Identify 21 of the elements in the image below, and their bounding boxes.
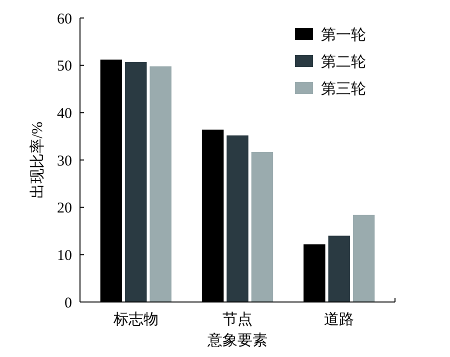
bar <box>251 152 274 302</box>
y-axis-title: 出现比率/% <box>29 122 46 198</box>
y-tick-label: 60 <box>57 11 72 28</box>
bar <box>150 66 172 302</box>
legend-label: 第二轮 <box>321 53 366 70</box>
y-tick-label: 30 <box>57 153 72 170</box>
x-tick-label: 道路 <box>324 311 354 328</box>
y-tick-label: 10 <box>57 248 72 264</box>
bar <box>352 214 375 302</box>
bar <box>328 236 350 302</box>
y-tick-label: 50 <box>57 58 72 75</box>
x-tick-label: 标志物 <box>112 311 158 328</box>
bar <box>226 135 248 302</box>
bar <box>125 62 147 302</box>
x-axis-title: 意象要素 <box>206 332 268 349</box>
legend-label: 第三轮 <box>321 80 366 98</box>
y-tick-label: 20 <box>57 200 72 217</box>
y-tick-label: 0 <box>64 295 72 312</box>
x-tick-label: 节点 <box>222 311 252 328</box>
legend-label: 第一轮 <box>321 26 366 44</box>
y-tick-label: 40 <box>57 106 72 122</box>
